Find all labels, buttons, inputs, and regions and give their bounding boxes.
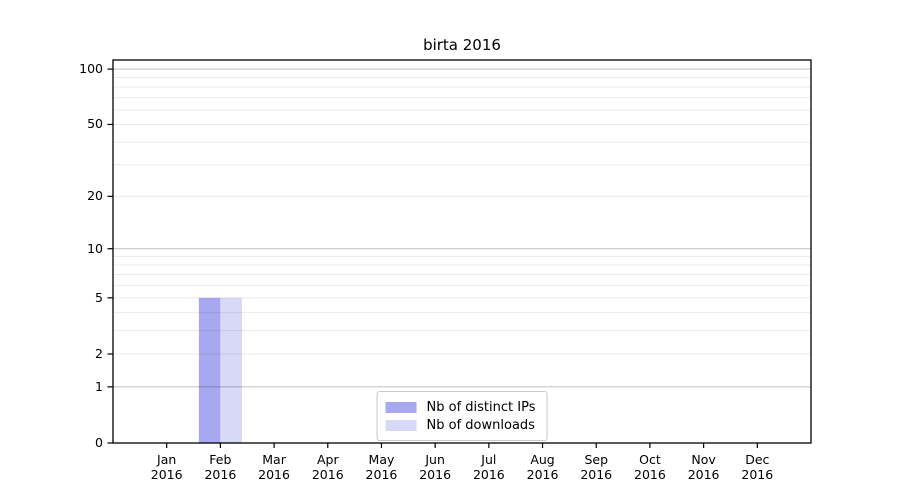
x-tick-label: Oct 2016 (622, 452, 678, 482)
y-tick-label: 100 (79, 61, 103, 77)
x-tick-month: Oct (639, 452, 661, 467)
x-tick-year: 2016 (150, 467, 183, 482)
x-tick-year: 2016 (365, 467, 398, 482)
x-tick-label: Dec 2016 (729, 452, 785, 482)
x-tick-month: Sep (584, 452, 608, 467)
x-tick-year: 2016 (311, 467, 344, 482)
y-tick-label: 20 (87, 188, 103, 204)
x-tick-year: 2016 (258, 467, 290, 482)
x-tick-label: Jun 2016 (407, 452, 463, 482)
chart-title: birta 2016 (423, 36, 501, 54)
x-tick-label: May 2016 (353, 452, 409, 482)
x-tick-month: Nov (691, 452, 716, 467)
y-tick-label: 1 (95, 378, 103, 394)
x-tick-month: Apr (316, 452, 339, 467)
legend-entry-distinct-ips: Nb of distinct IPs (385, 398, 536, 416)
x-tick-month: Dec (745, 452, 770, 467)
x-tick-month: Jan (157, 452, 177, 467)
y-tick-label: 50 (87, 116, 103, 132)
x-tick-year: 2016 (204, 467, 237, 482)
x-tick-label: Aug 2016 (515, 452, 571, 482)
legend-swatch-distinct-ips (385, 401, 417, 413)
x-tick-label: Nov 2016 (676, 452, 732, 482)
x-tick-month: Aug (530, 452, 555, 467)
x-tick-label: Apr 2016 (300, 452, 356, 482)
x-tick-year: 2016 (526, 467, 559, 482)
x-tick-year: 2016 (687, 467, 720, 482)
x-tick-label: Jan 2016 (139, 452, 195, 482)
x-tick-year: 2016 (472, 467, 505, 482)
bar-downloads (220, 297, 242, 443)
legend-swatch-downloads (385, 419, 417, 431)
x-tick-month: May (368, 452, 395, 467)
x-tick-month: Feb (209, 452, 232, 467)
x-tick-label: Mar 2016 (246, 452, 302, 482)
x-tick-year: 2016 (634, 467, 666, 482)
x-tick-month: Jul (481, 452, 497, 467)
y-tick-label: 10 (87, 240, 103, 256)
legend: Nb of distinct IPs Nb of downloads (376, 391, 548, 441)
bar-distinct-ips (198, 297, 221, 443)
legend-label-downloads: Nb of downloads (426, 417, 535, 433)
legend-entry-downloads: Nb of downloads (385, 416, 536, 434)
x-tick-label: Feb 2016 (192, 452, 248, 482)
y-tick-label: 5 (95, 289, 103, 305)
y-tick-label: 0 (95, 435, 103, 450)
x-tick-label: Sep 2016 (568, 452, 624, 482)
x-tick-year: 2016 (419, 467, 452, 482)
y-tick-label: 2 (95, 345, 103, 361)
legend-label-distinct-ips: Nb of distinct IPs (426, 399, 536, 415)
x-tick-label: Jul 2016 (461, 452, 517, 482)
plot-border (112, 59, 812, 444)
x-tick-year: 2016 (580, 467, 613, 482)
x-tick-month: Jun (425, 452, 445, 467)
x-tick-year: 2016 (741, 467, 774, 482)
x-tick-month: Mar (262, 452, 286, 467)
